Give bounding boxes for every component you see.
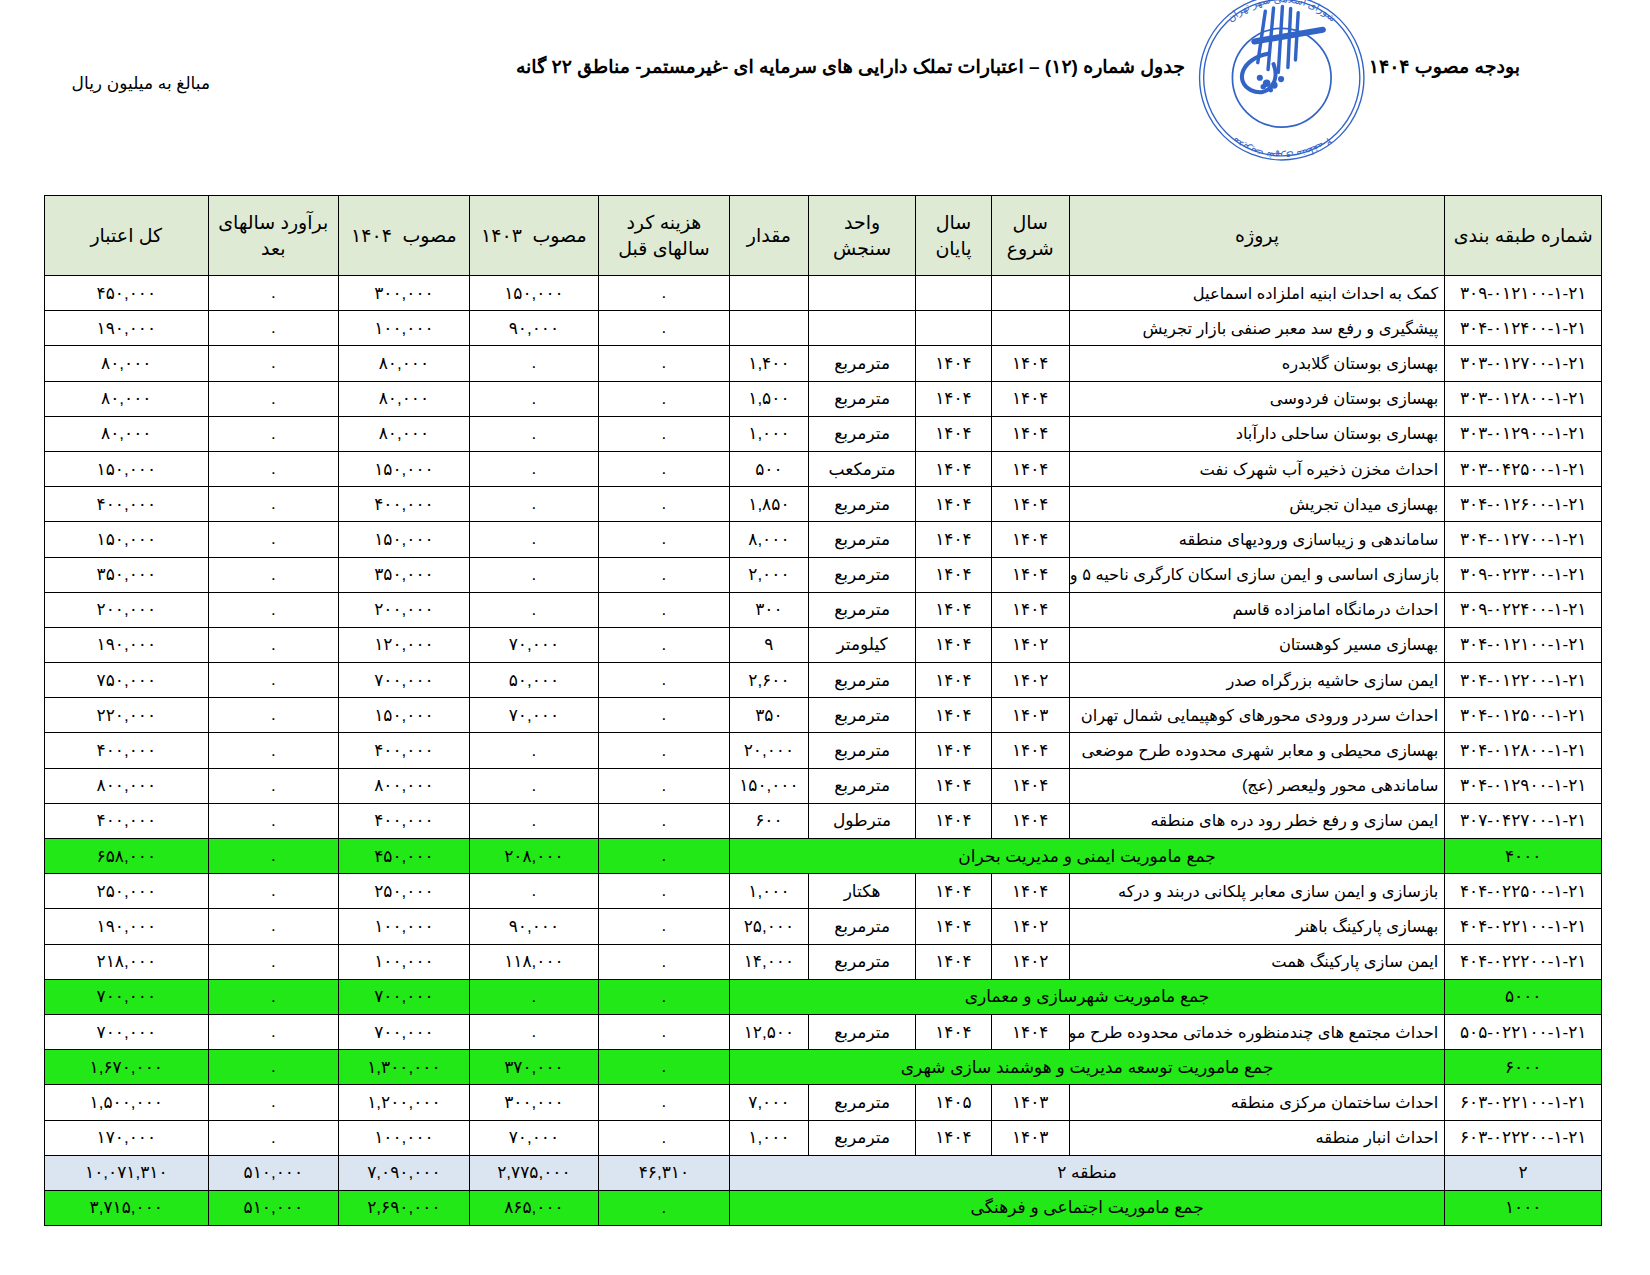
svg-text:مدیریت شهری منطقه ۲: مدیریت شهری منطقه ۲ <box>1230 136 1334 163</box>
